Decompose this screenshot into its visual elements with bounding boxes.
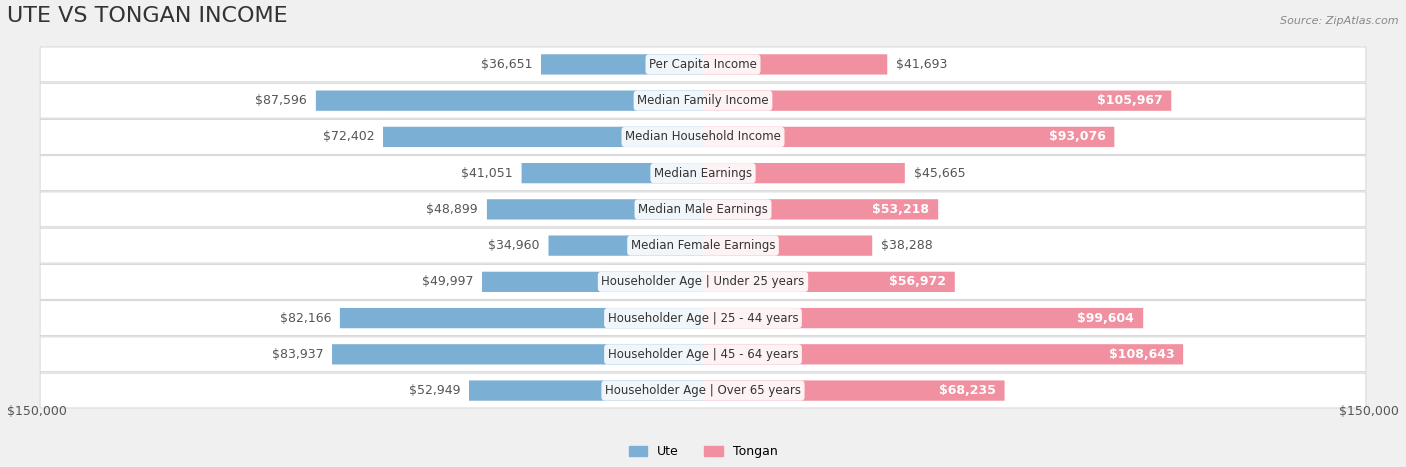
FancyBboxPatch shape — [541, 54, 703, 75]
Text: Median Female Earnings: Median Female Earnings — [631, 239, 775, 252]
Text: $41,693: $41,693 — [896, 58, 948, 71]
Text: Median Household Income: Median Household Income — [626, 130, 780, 143]
FancyBboxPatch shape — [703, 91, 1171, 111]
Text: $105,967: $105,967 — [1097, 94, 1163, 107]
Text: Householder Age | 25 - 44 years: Householder Age | 25 - 44 years — [607, 311, 799, 325]
Text: $87,596: $87,596 — [256, 94, 307, 107]
Legend: Ute, Tongan: Ute, Tongan — [623, 440, 783, 463]
FancyBboxPatch shape — [703, 381, 1004, 401]
Text: $52,949: $52,949 — [409, 384, 460, 397]
FancyBboxPatch shape — [486, 199, 703, 219]
Text: $41,051: $41,051 — [461, 167, 513, 180]
FancyBboxPatch shape — [41, 83, 1365, 118]
FancyBboxPatch shape — [332, 344, 703, 364]
Text: $82,166: $82,166 — [280, 311, 330, 325]
Text: $150,000: $150,000 — [7, 405, 67, 418]
FancyBboxPatch shape — [340, 308, 703, 328]
FancyBboxPatch shape — [703, 272, 955, 292]
Text: $45,665: $45,665 — [914, 167, 966, 180]
Text: Householder Age | Under 25 years: Householder Age | Under 25 years — [602, 276, 804, 288]
FancyBboxPatch shape — [41, 373, 1365, 408]
Text: $36,651: $36,651 — [481, 58, 533, 71]
FancyBboxPatch shape — [703, 344, 1182, 364]
Text: Median Male Earnings: Median Male Earnings — [638, 203, 768, 216]
Text: Median Family Income: Median Family Income — [637, 94, 769, 107]
FancyBboxPatch shape — [382, 127, 703, 147]
FancyBboxPatch shape — [41, 337, 1365, 372]
FancyBboxPatch shape — [703, 308, 1143, 328]
Text: Median Earnings: Median Earnings — [654, 167, 752, 180]
Text: $49,997: $49,997 — [422, 276, 474, 288]
FancyBboxPatch shape — [703, 54, 887, 75]
Text: Per Capita Income: Per Capita Income — [650, 58, 756, 71]
FancyBboxPatch shape — [703, 235, 872, 256]
FancyBboxPatch shape — [41, 228, 1365, 263]
FancyBboxPatch shape — [703, 163, 905, 183]
FancyBboxPatch shape — [41, 301, 1365, 335]
FancyBboxPatch shape — [41, 156, 1365, 191]
FancyBboxPatch shape — [548, 235, 703, 256]
Text: Householder Age | Over 65 years: Householder Age | Over 65 years — [605, 384, 801, 397]
Text: Householder Age | 45 - 64 years: Householder Age | 45 - 64 years — [607, 348, 799, 361]
FancyBboxPatch shape — [41, 192, 1365, 227]
Text: $93,076: $93,076 — [1049, 130, 1105, 143]
FancyBboxPatch shape — [41, 47, 1365, 82]
Text: $150,000: $150,000 — [1339, 405, 1399, 418]
Text: $53,218: $53,218 — [872, 203, 929, 216]
FancyBboxPatch shape — [316, 91, 703, 111]
Text: $48,899: $48,899 — [426, 203, 478, 216]
FancyBboxPatch shape — [41, 264, 1365, 299]
Text: $34,960: $34,960 — [488, 239, 540, 252]
FancyBboxPatch shape — [522, 163, 703, 183]
Text: Source: ZipAtlas.com: Source: ZipAtlas.com — [1281, 16, 1399, 26]
FancyBboxPatch shape — [482, 272, 703, 292]
Text: $72,402: $72,402 — [322, 130, 374, 143]
FancyBboxPatch shape — [703, 127, 1115, 147]
Text: $99,604: $99,604 — [1077, 311, 1135, 325]
Text: $108,643: $108,643 — [1109, 348, 1174, 361]
FancyBboxPatch shape — [470, 381, 703, 401]
FancyBboxPatch shape — [703, 199, 938, 219]
Text: $38,288: $38,288 — [882, 239, 932, 252]
Text: UTE VS TONGAN INCOME: UTE VS TONGAN INCOME — [7, 7, 288, 26]
FancyBboxPatch shape — [41, 120, 1365, 154]
Text: $56,972: $56,972 — [889, 276, 946, 288]
Text: $83,937: $83,937 — [271, 348, 323, 361]
Text: $68,235: $68,235 — [939, 384, 995, 397]
